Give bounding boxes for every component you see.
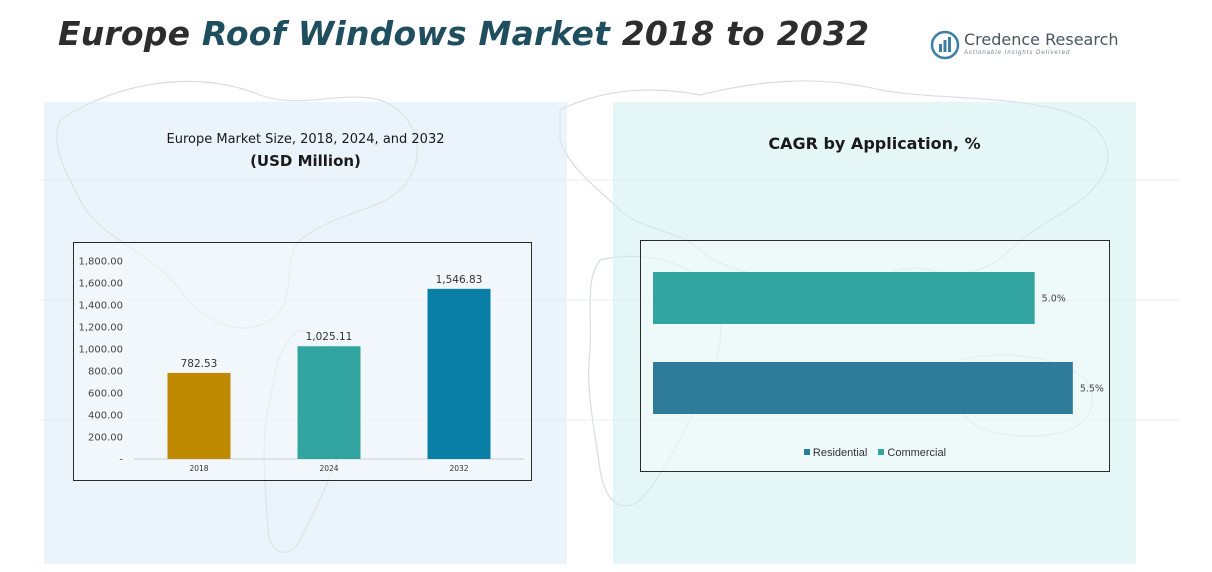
y-tick-label: 1,600.00	[78, 279, 123, 290]
y-tick-label: 1,000.00	[78, 345, 123, 356]
y-tick-label: 1,400.00	[78, 301, 123, 312]
market-size-bar-chart: - 200.00 400.00 600.00 800.00 1,000.00 1,200.0…	[78, 257, 524, 473]
bar-2024	[297, 346, 361, 459]
y-tick-label: 400.00	[88, 411, 123, 422]
data-label-2032: 1,546.83	[436, 274, 483, 286]
y-tick-label: 1,200.00	[78, 323, 123, 334]
x-tick-label-2024: 2024	[319, 464, 338, 473]
cagr-chart-title: CAGR by Application, %	[768, 134, 981, 153]
page-title: Europe Roof Windows Market 2018 to 2032	[58, 14, 870, 53]
legend-swatch-commercial	[878, 449, 885, 455]
data-label-commercial: 5.0%	[1042, 294, 1066, 305]
bar-2018	[167, 372, 231, 459]
market-size-panel: Europe Market Size, 2018, 2024, and 2032…	[44, 102, 567, 564]
market-size-chart-frame: - 200.00 400.00 600.00 800.00 1,000.00 1,200.0…	[73, 242, 532, 481]
bar-commercial	[653, 272, 1035, 324]
cagr-chart-frame: 5.0% 5.5% Residential Commercial	[640, 240, 1110, 472]
cagr-bar-chart: 5.0% 5.5%	[653, 272, 1104, 414]
market-size-chart-title: Europe Market Size, 2018, 2024, and 2032	[166, 132, 445, 147]
y-tick-label: 200.00	[88, 433, 123, 444]
y-tick-label: 1,800.00	[78, 257, 123, 268]
data-label-residential: 5.5%	[1080, 384, 1104, 395]
logo-name: Credence Research	[964, 30, 1119, 49]
legend-item-residential: Residential	[803, 447, 867, 459]
logo-tagline: Actionable Insights Delivered	[964, 50, 1071, 56]
market-size-chart-unit: (USD Million)	[250, 152, 361, 170]
x-tick-label-2018: 2018	[189, 464, 208, 473]
bar-2032	[427, 288, 491, 459]
data-label-2024: 1,025.11	[306, 331, 353, 343]
y-tick-label: 600.00	[88, 389, 123, 400]
legend-swatch-residential	[803, 449, 810, 455]
y-tick-label: -	[119, 455, 123, 466]
credence-research-logo[interactable]: Credence Research Actionable Insights De…	[930, 28, 1120, 62]
x-tick-label-2032: 2032	[449, 464, 468, 473]
cagr-panel: CAGR by Application, % 5.0% 5.5% Resident…	[613, 102, 1136, 564]
bar-chart-circle-icon	[930, 30, 960, 60]
cagr-legend: Residential Commercial	[641, 447, 1109, 459]
data-label-2018: 782.53	[181, 358, 218, 370]
legend-item-commercial: Commercial	[878, 447, 946, 459]
bar-residential	[653, 362, 1073, 414]
y-tick-label: 800.00	[88, 367, 123, 378]
